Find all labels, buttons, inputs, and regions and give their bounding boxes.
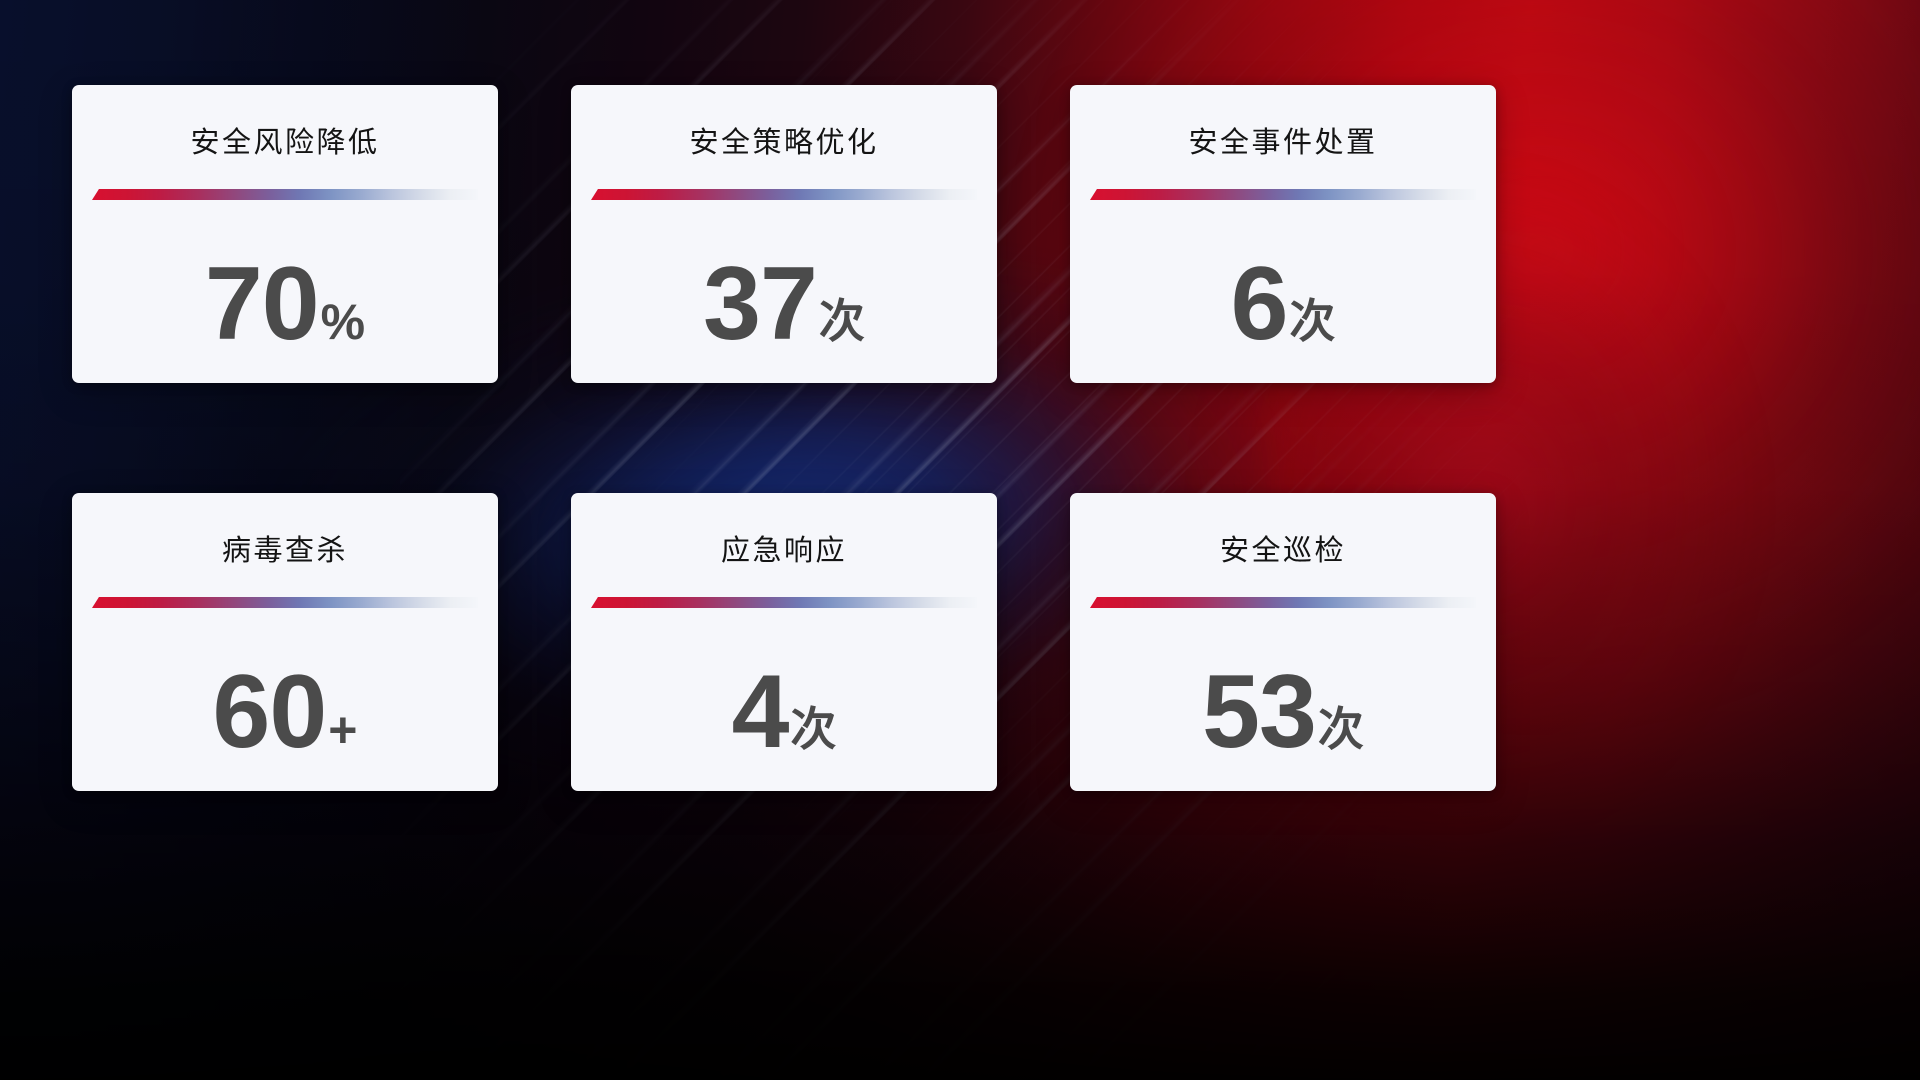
accent-line [92,189,478,201]
metric-card[interactable]: 安全风险降低 70 % [72,85,498,383]
metric-suffix: 次 [1317,702,1364,755]
metric-number: 4 [731,653,790,770]
metric-suffix: + [328,701,358,758]
accent-line-fill [1090,597,1476,608]
accent-line [591,597,977,609]
metric-value: 6 次 [1230,245,1336,362]
metric-title: 安全策略优化 [689,127,879,159]
accent-line [591,189,977,201]
metric-title: 病毒查杀 [221,535,348,567]
accent-line-fill [92,189,478,200]
metric-card[interactable]: 安全策略优化 37 次 [571,85,997,383]
metric-value: 37 次 [703,245,865,362]
metric-card[interactable]: 应急响应 4 次 [571,493,997,791]
metric-number: 70 [204,245,320,362]
metric-suffix: 次 [790,702,837,755]
metric-number: 6 [1230,245,1289,362]
metric-card[interactable]: 病毒查杀 60 + [72,493,498,791]
metric-title: 安全事件处置 [1188,127,1378,159]
metric-number: 60 [212,653,328,770]
accent-line-fill [1090,189,1476,200]
accent-line [1090,597,1476,609]
metric-card[interactable]: 安全巡检 53 次 [1070,493,1496,791]
metric-card-grid: 安全风险降低 70 % 安全策略优化 37 次 安全事件处置 [72,85,1496,791]
metric-suffix: 次 [1289,294,1336,347]
metric-number: 37 [703,245,818,362]
accent-line-fill [92,597,478,608]
metric-suffix: % [320,293,366,350]
metric-title: 应急响应 [720,535,847,567]
accent-line [92,597,478,609]
metric-number: 53 [1202,653,1317,770]
metric-value: 4 次 [731,653,837,770]
metric-title: 安全巡检 [1219,535,1346,567]
accent-line-fill [591,189,977,200]
metric-value: 70 % [204,245,366,362]
metric-title: 安全风险降低 [190,127,380,159]
accent-line [1090,189,1476,201]
metric-suffix: 次 [818,294,865,347]
metric-value: 53 次 [1202,653,1364,770]
metric-value: 60 + [212,653,358,770]
accent-line-fill [591,597,977,608]
metric-card[interactable]: 安全事件处置 6 次 [1070,85,1496,383]
